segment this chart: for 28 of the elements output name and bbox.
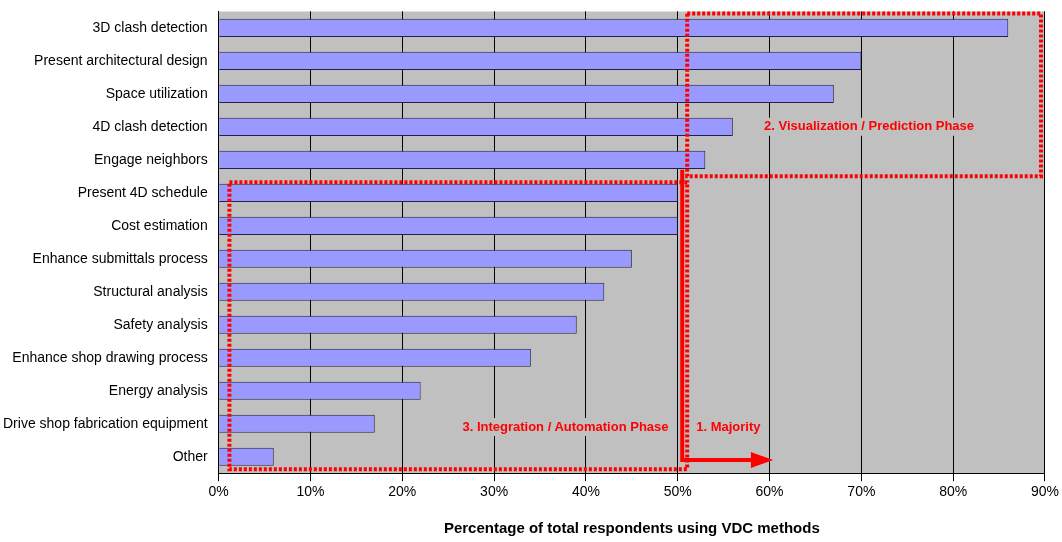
y-tick-label: Safety analysis: [113, 315, 208, 332]
x-tick-label: 40%: [571, 483, 600, 500]
y-tick-label: Enhance submittals process: [32, 249, 208, 266]
annotation: 1. Majority: [696, 418, 762, 434]
y-tick-label: Cost estimation: [111, 216, 208, 233]
y-tick-label: Other: [172, 447, 208, 464]
y-tick-label: Space utilization: [105, 84, 208, 101]
x-tick-label: 30%: [480, 483, 509, 500]
x-tick-label: 0%: [208, 483, 229, 500]
x-tick-label: 50%: [663, 483, 692, 500]
y-tick-label: 3D clash detection: [92, 18, 208, 35]
x-tick-label: 80%: [939, 483, 968, 500]
y-tick-label: Energy analysis: [108, 381, 208, 398]
annotation: 2. Visualization / Prediction Phase: [764, 118, 975, 134]
x-tick-label: 70%: [847, 483, 876, 500]
x-tick-label: 90%: [1030, 483, 1060, 500]
y-tick-label: Engage neighbors: [94, 150, 208, 167]
y-tick-label: 4D clash detection: [92, 117, 208, 134]
y-tick-label: Structural analysis: [93, 282, 208, 299]
x-tick-label: 10%: [296, 483, 325, 500]
y-tick-label: Enhance shop drawing process: [12, 348, 208, 365]
x-tick-label: 60%: [755, 483, 784, 500]
y-tick-label: Drive shop fabrication equipment: [3, 414, 208, 431]
annotation: 3. Integration / Automation Phase: [462, 418, 669, 434]
y-tick-label: Present architectural design: [34, 51, 208, 68]
x-axis-title: Percentage of total respondents using VDC methods: [443, 519, 820, 537]
y-tick-label: Present 4D schedule: [77, 183, 208, 200]
x-tick-label: 20%: [388, 483, 417, 500]
